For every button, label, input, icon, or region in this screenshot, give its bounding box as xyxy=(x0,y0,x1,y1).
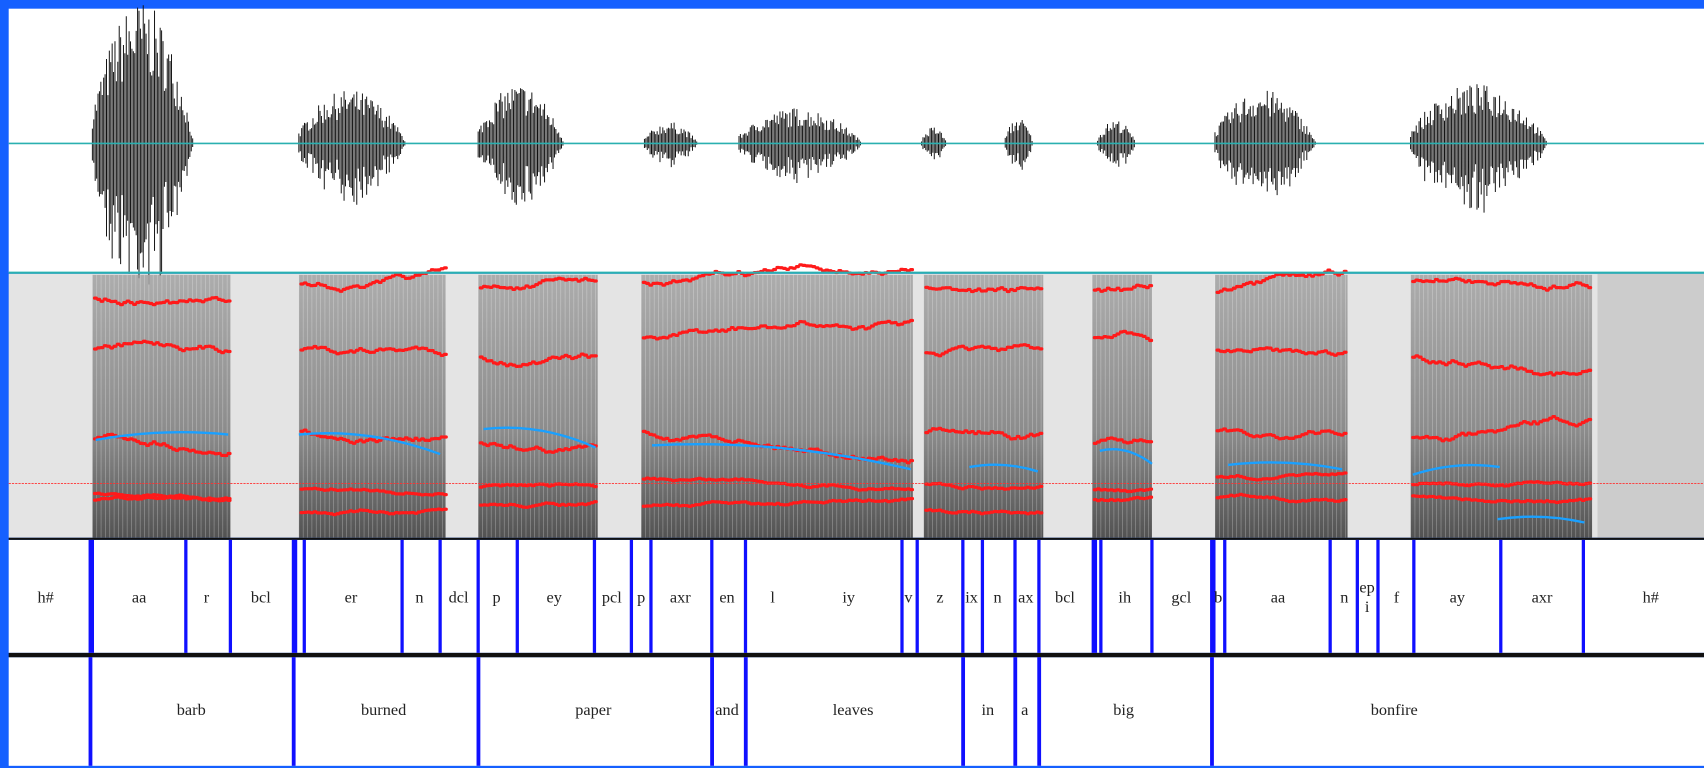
phone-label: axr xyxy=(670,587,691,606)
phone-label: bcl xyxy=(251,587,271,606)
word-boundary xyxy=(744,657,748,766)
word-boundary xyxy=(1037,657,1041,766)
phone-boundary xyxy=(292,540,297,653)
phone-boundary xyxy=(710,540,713,653)
phone-boundary xyxy=(1582,540,1585,653)
phone-boundary xyxy=(1412,540,1415,653)
phone-label: axr xyxy=(1532,587,1553,606)
phone-label: aa xyxy=(132,587,146,606)
word-label: and xyxy=(715,700,739,719)
word-label: barb xyxy=(177,700,206,719)
phone-label: pcl xyxy=(602,587,622,606)
phone-label: er xyxy=(345,587,358,606)
phone-boundary xyxy=(630,540,633,653)
phone-boundary xyxy=(1329,540,1332,653)
phone-label: l xyxy=(770,587,775,606)
phone-boundary xyxy=(303,540,306,653)
phone-label: en xyxy=(719,587,734,606)
phone-boundary xyxy=(593,540,596,653)
phone-boundary xyxy=(438,540,441,653)
phone-boundary xyxy=(1223,540,1226,653)
word-boundary xyxy=(292,657,296,766)
phone-label: ey xyxy=(547,587,563,606)
phone-boundary xyxy=(1092,540,1097,653)
phone-boundary xyxy=(400,540,403,653)
word-boundary xyxy=(477,657,481,766)
phone-boundary xyxy=(916,540,919,653)
phone-label: i xyxy=(1365,597,1370,616)
word-label: bonfire xyxy=(1371,700,1418,719)
phone-label: aa xyxy=(1271,587,1285,606)
phone-boundary xyxy=(1499,540,1502,653)
phone-boundary xyxy=(1376,540,1379,653)
phone-label: h# xyxy=(1643,587,1659,606)
phone-boundary xyxy=(477,540,480,653)
word-label: paper xyxy=(575,700,612,719)
phone-boundary xyxy=(1037,540,1040,653)
phone-boundary xyxy=(184,540,187,653)
phone-label: f xyxy=(1394,587,1400,606)
phone-label: n xyxy=(994,587,1002,606)
speech-viewer: h#aarbclerndclpeypclpaxrenliyvzixnaxbcli… xyxy=(0,0,1704,768)
word-boundary xyxy=(961,657,965,766)
phone-label: bcl xyxy=(1055,587,1075,606)
phone-label: ix xyxy=(965,587,978,606)
phone-boundary xyxy=(1099,540,1102,653)
word-label: in xyxy=(982,700,995,719)
page: {"phones": ["h#", "aa", "r", "bcl", "er"… xyxy=(0,0,1704,768)
phone-boundary xyxy=(961,540,964,653)
word-boundary xyxy=(89,657,93,766)
voiced-region xyxy=(641,275,913,538)
phone-label: ay xyxy=(1450,587,1466,606)
phone-label: ax xyxy=(1018,587,1033,606)
noise-band xyxy=(1598,274,1704,538)
phone-label: n xyxy=(1340,587,1348,606)
phone-label: b xyxy=(1214,587,1222,606)
phone-label: p xyxy=(637,587,645,606)
voiced-region xyxy=(478,275,598,538)
phone-label: dcl xyxy=(449,587,469,606)
word-boundary xyxy=(1210,657,1214,766)
phone-label: iy xyxy=(842,587,856,606)
voiced-region xyxy=(924,275,1044,538)
phone-boundary xyxy=(1150,540,1153,653)
phone-label: p xyxy=(493,587,501,606)
word-boundary xyxy=(1013,657,1017,766)
phone-boundary xyxy=(1013,540,1016,653)
word-boundary xyxy=(710,657,714,766)
phone-label: z xyxy=(936,587,943,606)
phone-label: ih xyxy=(1118,587,1131,606)
word-label: a xyxy=(1021,700,1028,719)
phone-label: ep xyxy=(1359,578,1374,597)
phone-boundary xyxy=(981,540,984,653)
phone-boundary xyxy=(89,540,94,653)
phone-label: v xyxy=(904,587,913,606)
phone-boundary xyxy=(900,540,903,653)
phone-boundary xyxy=(744,540,747,653)
phone-label: n xyxy=(415,587,423,606)
phone-boundary xyxy=(229,540,232,653)
formant-track xyxy=(1094,489,1151,491)
phone-boundary xyxy=(649,540,652,653)
word-label: burned xyxy=(361,700,406,719)
phone-boundary xyxy=(516,540,519,653)
spectrogram xyxy=(92,265,1704,538)
phone-label: h# xyxy=(38,587,54,606)
phone-label: gcl xyxy=(1171,587,1191,606)
word-label: leaves xyxy=(833,700,874,719)
phone-label: r xyxy=(204,587,210,606)
word-label: big xyxy=(1113,700,1134,719)
